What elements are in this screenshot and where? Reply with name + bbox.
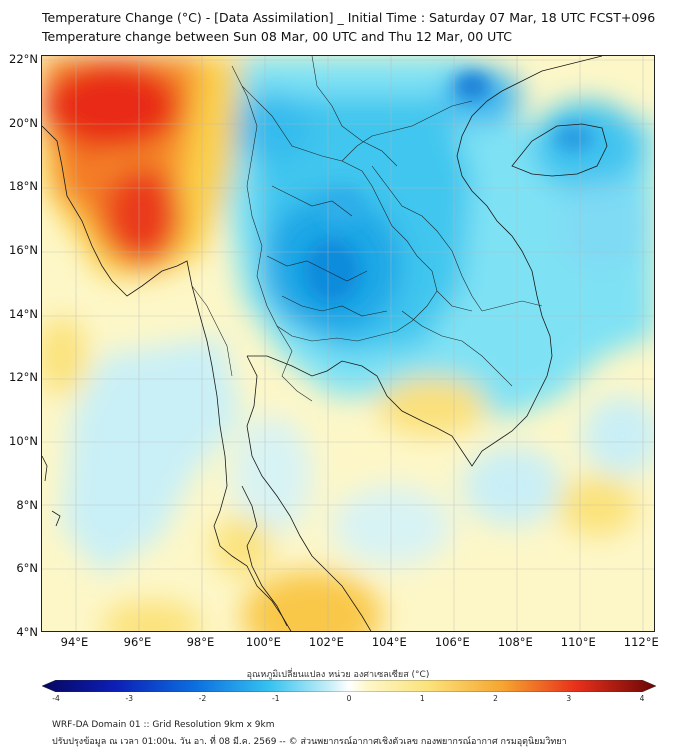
colorbar-tick-label: -1 [272,694,280,703]
map-title: Temperature Change (°C) - [Data Assimila… [42,10,656,25]
lon-tick-label: 96°E [123,635,152,649]
lon-tick-label: 108°E [497,635,533,649]
lat-tick-label: 6°N [16,561,38,576]
lon-tick-label: 102°E [308,635,344,649]
colorbar-title: อุณหภูมิเปลี่ยนแปลง หน่วย องศาเซลเซียส (… [246,670,430,680]
lat-tick-label: 4°N [16,625,38,639]
colorbar-tick-label: -2 [198,694,207,703]
colorbar-tick-label: 4 [639,694,645,703]
lat-tick-label: 8°N [16,497,38,512]
colorbar-tick-label: 1 [419,694,425,703]
lon-tick-label: 100°E [245,635,281,649]
coastlines [42,56,608,631]
lat-tick-label: 18°N [9,179,38,194]
lat-tick-label: 22°N [9,52,38,66]
lat-tick-label: 10°N [9,434,38,448]
lat-tick-label: 20°N [9,115,38,130]
colorbar [42,680,656,692]
colorbar-tick-label: 0 [346,694,352,703]
temperature-field [42,56,654,631]
lon-tick-label: 112°E [623,635,659,649]
colorbar-tick-label: 3 [566,694,572,703]
temperature-map [41,55,655,632]
lon-tick-label: 98°E [186,635,215,649]
cold-cores [304,72,594,303]
footer-credit: ปรับปรุงข้อมูล ณ เวลา 01:00น. วัน อา. ที… [52,737,567,747]
lon-tick-label: 110°E [560,635,596,649]
lon-tick-label: 106°E [434,635,470,649]
lon-tick-label: 94°E [60,635,89,649]
lat-tick-label: 12°N [9,370,38,385]
lon-tick-label: 104°E [371,635,407,649]
colorbar-gradient [42,680,656,692]
colorbar-tick-label: -3 [125,694,133,703]
colorbar-tick-label: -4 [52,694,60,703]
colorbar-tick-label: 2 [493,694,498,703]
footer-model-info: WRF-DA Domain 01 :: Grid Resolution 9km … [52,720,275,730]
lat-tick-label: 14°N [9,306,38,321]
lat-tick-label: 16°N [9,243,38,257]
map-subtitle: Temperature change between Sun 08 Mar, 0… [42,29,512,44]
admin-borders [191,56,543,402]
graticule [42,56,654,631]
